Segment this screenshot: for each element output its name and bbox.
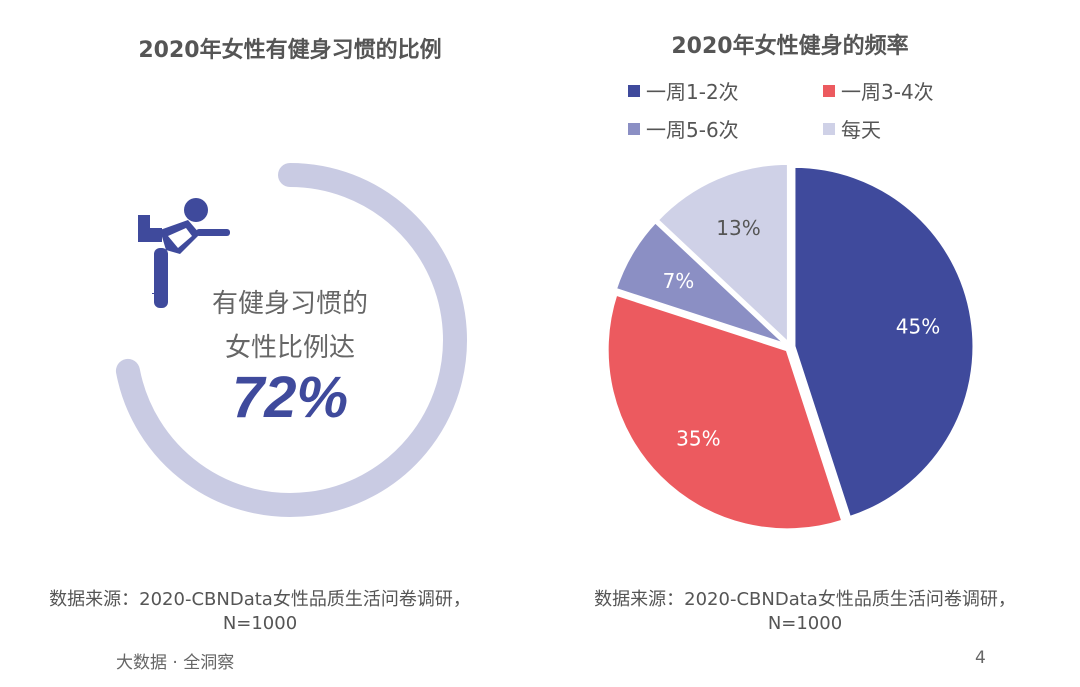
yoga-woman-icon [138, 198, 230, 308]
legend-label: 一周3-4次 [841, 80, 934, 104]
legend-item: 一周3-4次 [823, 76, 934, 105]
pie-slice [792, 164, 976, 520]
chart-sample: N=1000 [767, 613, 843, 634]
pie-slice [605, 292, 845, 532]
big-percentage: 72% [231, 365, 349, 430]
legend-swatch [823, 122, 835, 135]
legend-swatch [628, 122, 640, 135]
data-label: 35% [676, 427, 720, 451]
pie-chart: 45% 35% 7% 13% [605, 161, 976, 532]
data-label: 7% [663, 269, 695, 293]
data-label: 13% [716, 216, 760, 240]
legend-swatch [628, 84, 640, 97]
left-source: 数据来源：2020-CBNData女性品质生活问卷调研， [49, 589, 471, 610]
legend-label: 一周1-2次 [646, 80, 739, 104]
legend-label: 每天 [841, 118, 881, 142]
footer-brand: 大数据 · 全洞察 [116, 653, 235, 673]
ring-arc [115, 163, 467, 517]
center-line-1: 有健身习惯的 [211, 289, 368, 319]
legend-swatch [823, 84, 835, 97]
left-title: 2020年女性有健身习惯的比例 [138, 38, 442, 63]
left-sample: N=1000 [222, 613, 298, 634]
data-label: 45% [896, 315, 940, 339]
pie-slice [655, 161, 790, 347]
center-line-2: 女性比例达 [224, 333, 355, 363]
pie-slice [613, 219, 788, 347]
page-number: 4 [975, 648, 986, 668]
legend-item: 一周5-6次 [628, 114, 739, 143]
chart-title: 2020年女性健身的频率 [671, 34, 909, 59]
legend-item: 每天 [823, 114, 881, 143]
legend-label: 一周5-6次 [646, 118, 739, 142]
legend-item: 一周1-2次 [628, 76, 739, 105]
chart-source: 数据来源：2020-CBNData女性品质生活问卷调研， [594, 589, 1016, 610]
percentage-ring [115, 163, 467, 517]
